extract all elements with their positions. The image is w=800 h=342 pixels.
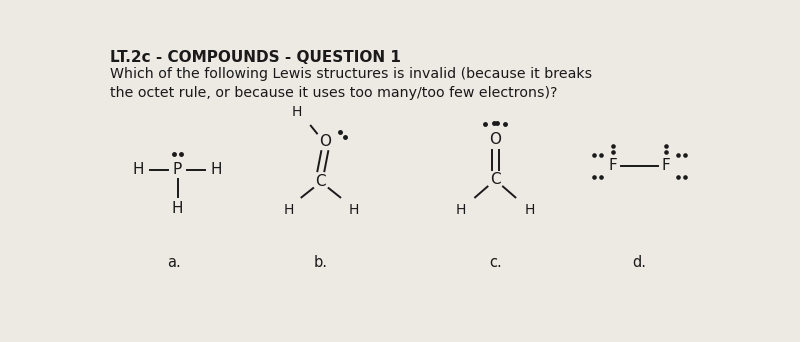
Text: b.: b. — [314, 254, 328, 269]
Text: C: C — [490, 172, 501, 187]
Text: F: F — [662, 158, 670, 173]
Text: Which of the following Lewis structures is invalid (because it breaks
the octet : Which of the following Lewis structures … — [110, 67, 592, 100]
Text: O: O — [318, 134, 330, 149]
Text: LT.2c - COMPOUNDS - QUESTION 1: LT.2c - COMPOUNDS - QUESTION 1 — [110, 50, 401, 65]
Text: H: H — [283, 203, 294, 217]
Text: H: H — [292, 105, 302, 119]
Text: F: F — [609, 158, 618, 173]
Text: O: O — [490, 132, 502, 147]
Text: H: H — [133, 162, 145, 177]
Text: H: H — [210, 162, 222, 177]
Text: H: H — [525, 203, 535, 217]
Text: H: H — [172, 201, 183, 215]
Text: P: P — [173, 162, 182, 177]
Text: c.: c. — [489, 254, 502, 269]
Text: d.: d. — [632, 254, 646, 269]
Text: C: C — [315, 174, 326, 189]
Text: a.: a. — [166, 254, 181, 269]
Text: H: H — [348, 203, 358, 217]
Text: H: H — [455, 203, 466, 217]
